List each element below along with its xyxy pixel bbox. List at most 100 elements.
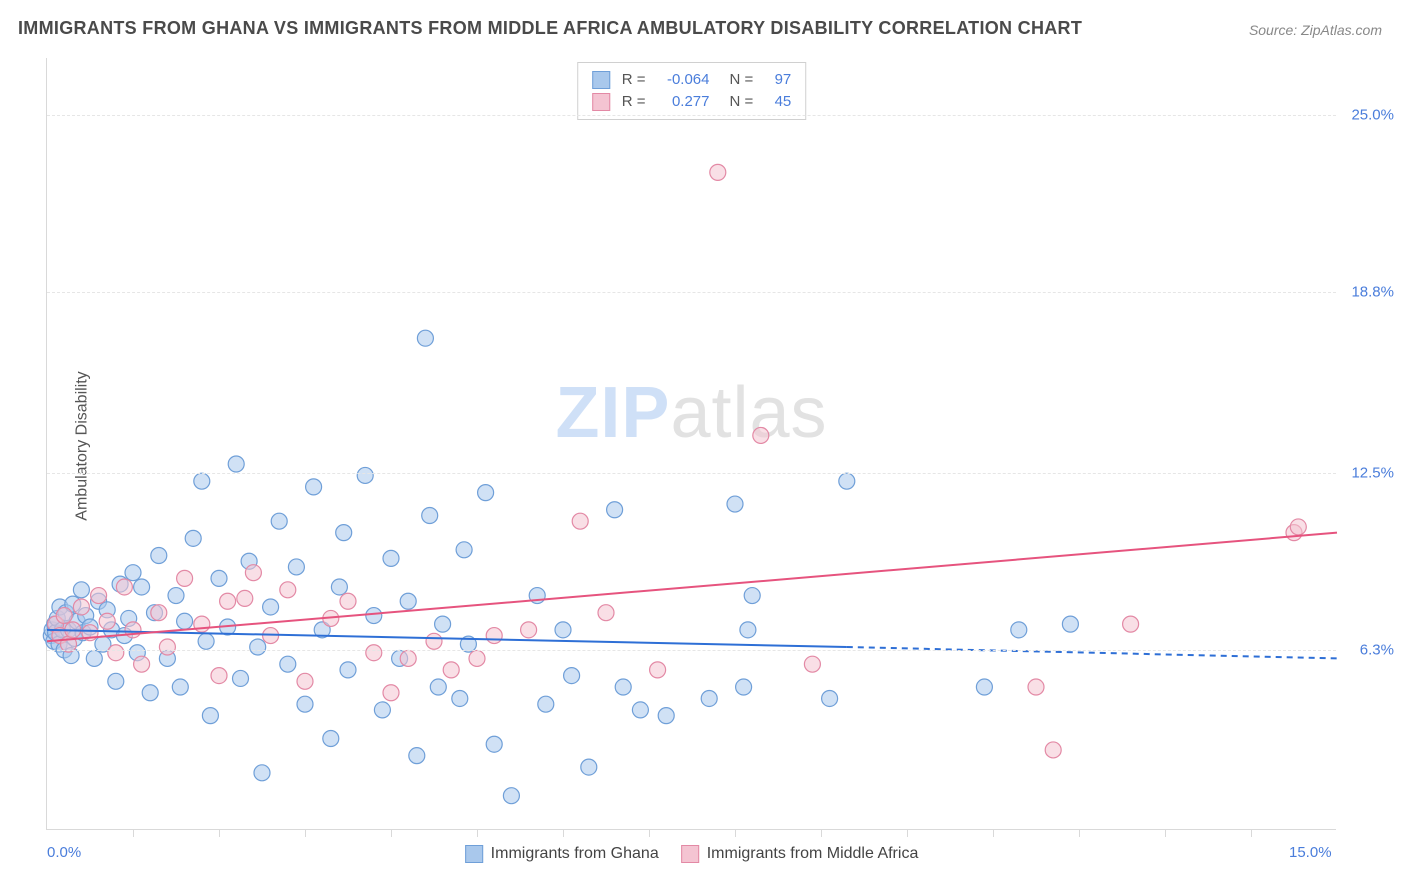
data-point	[271, 513, 287, 529]
ytick-label: 25.0%	[1351, 107, 1394, 124]
data-point	[245, 565, 261, 581]
stat-r-label: R =	[622, 91, 646, 113]
data-point	[73, 599, 89, 615]
data-point	[503, 788, 519, 804]
data-point	[452, 690, 468, 706]
data-point	[976, 679, 992, 695]
data-point	[1290, 519, 1306, 535]
stat-r-value: -0.064	[654, 69, 710, 91]
data-point	[125, 565, 141, 581]
gridline-h	[47, 473, 1336, 474]
data-point	[736, 679, 752, 695]
data-point	[228, 456, 244, 472]
data-point	[607, 502, 623, 518]
xtick-mark	[133, 829, 134, 837]
data-point	[383, 685, 399, 701]
data-point	[753, 427, 769, 443]
xtick-mark	[649, 829, 650, 837]
legend-stat-row: R =-0.064N =97	[592, 69, 792, 91]
legend-bottom: Immigrants from Ghana Immigrants from Mid…	[465, 845, 919, 863]
xtick-label: 0.0%	[47, 844, 81, 861]
data-point	[194, 473, 210, 489]
data-point	[172, 679, 188, 695]
stat-n-value: 45	[761, 91, 791, 113]
data-point	[839, 473, 855, 489]
data-point	[177, 570, 193, 586]
data-point	[400, 593, 416, 609]
data-point	[194, 616, 210, 632]
data-point	[1062, 616, 1078, 632]
data-point	[331, 579, 347, 595]
data-point	[538, 696, 554, 712]
data-point	[710, 164, 726, 180]
data-point	[288, 559, 304, 575]
ytick-label: 18.8%	[1351, 284, 1394, 301]
xtick-mark	[477, 829, 478, 837]
xtick-mark	[391, 829, 392, 837]
legend-label: Immigrants from Ghana	[491, 845, 659, 863]
xtick-mark	[305, 829, 306, 837]
data-point	[306, 479, 322, 495]
data-point	[340, 593, 356, 609]
data-point	[56, 608, 72, 624]
xtick-mark	[563, 829, 564, 837]
data-point	[220, 593, 236, 609]
data-point	[564, 668, 580, 684]
data-point	[134, 656, 150, 672]
xtick-mark	[993, 829, 994, 837]
data-point	[456, 542, 472, 558]
stat-n-label: N =	[730, 91, 754, 113]
data-point	[1028, 679, 1044, 695]
data-point	[323, 731, 339, 747]
data-point	[340, 662, 356, 678]
data-point	[336, 525, 352, 541]
ytick-label: 12.5%	[1351, 464, 1394, 481]
data-point	[211, 570, 227, 586]
data-point	[280, 656, 296, 672]
data-point	[250, 639, 266, 655]
data-point	[572, 513, 588, 529]
xtick-mark	[735, 829, 736, 837]
trend-line	[847, 647, 1337, 658]
xtick-label: 15.0%	[1289, 844, 1332, 861]
data-point	[116, 579, 132, 595]
ytick-label: 6.3%	[1360, 641, 1394, 658]
xtick-mark	[1251, 829, 1252, 837]
data-point	[650, 662, 666, 678]
data-point	[263, 599, 279, 615]
data-point	[280, 582, 296, 598]
source-attribution: Source: ZipAtlas.com	[1249, 22, 1382, 38]
legend-item: Immigrants from Middle Africa	[681, 845, 919, 863]
data-point	[632, 702, 648, 718]
legend-stat-row: R =0.277N =45	[592, 91, 792, 113]
data-point	[521, 622, 537, 638]
data-point	[134, 579, 150, 595]
data-point	[400, 650, 416, 666]
stat-r-label: R =	[622, 69, 646, 91]
data-point	[254, 765, 270, 781]
xtick-mark	[1079, 829, 1080, 837]
trend-line	[47, 533, 1337, 642]
xtick-mark	[907, 829, 908, 837]
data-point	[581, 759, 597, 775]
data-point	[1045, 742, 1061, 758]
data-point	[1011, 622, 1027, 638]
data-point	[469, 650, 485, 666]
gridline-h	[47, 115, 1336, 116]
chart-plot-area: ZIPatlas R =-0.064N =97R =0.277N =45 Imm…	[46, 58, 1336, 830]
legend-item: Immigrants from Ghana	[465, 845, 659, 863]
data-point	[374, 702, 390, 718]
data-point	[658, 708, 674, 724]
data-point	[366, 645, 382, 661]
data-point	[185, 530, 201, 546]
data-point	[151, 605, 167, 621]
data-point	[478, 485, 494, 501]
data-point	[804, 656, 820, 672]
data-point	[701, 690, 717, 706]
data-point	[555, 622, 571, 638]
data-point	[435, 616, 451, 632]
data-point	[409, 748, 425, 764]
data-point	[486, 736, 502, 752]
legend-label: Immigrants from Middle Africa	[707, 845, 919, 863]
data-point	[202, 708, 218, 724]
